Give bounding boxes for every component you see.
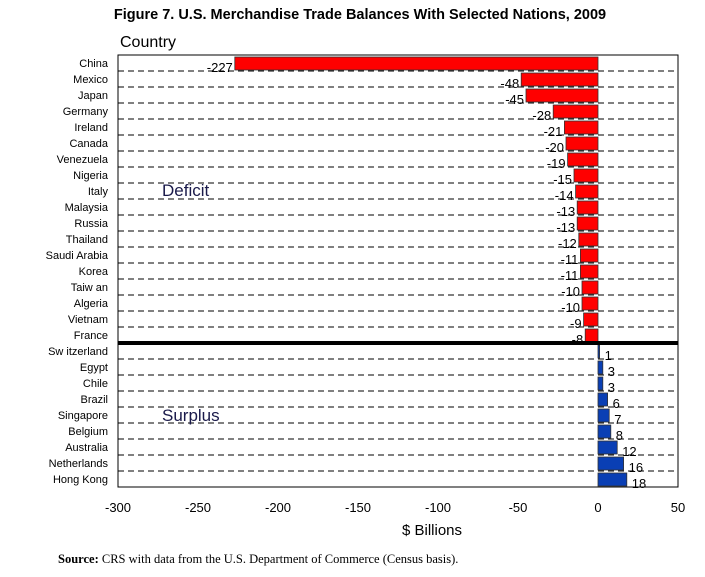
bar-thailand	[578, 232, 599, 247]
data-label: -21	[544, 124, 563, 139]
x-tick-label: -100	[425, 500, 451, 515]
category-label: Australia	[65, 442, 109, 454]
data-label: 6	[613, 396, 620, 411]
bar-china	[234, 56, 599, 71]
data-label: 1	[605, 348, 612, 363]
category-label: Brazil	[80, 394, 108, 406]
category-label: Sw itzerland	[48, 346, 108, 358]
x-tick-label: -50	[509, 500, 528, 515]
data-label: -9	[570, 316, 582, 331]
category-label: Thailand	[66, 234, 108, 246]
bar-egypt	[597, 360, 604, 375]
bar-france	[584, 328, 599, 343]
source-note: Source: CRS with data from the U.S. Depa…	[58, 552, 458, 566]
bar-korea	[580, 264, 599, 279]
category-label: Russia	[74, 218, 109, 230]
data-label: 7	[614, 412, 621, 427]
source-label: Source:	[58, 552, 99, 566]
bar-saudiarabia	[580, 248, 599, 263]
category-label: Germany	[63, 106, 109, 118]
bar-canada	[565, 136, 599, 151]
bar-italy	[575, 184, 599, 199]
category-label: Algeria	[74, 298, 109, 310]
source-text: CRS with data from the U.S. Department o…	[99, 552, 459, 566]
category-label: Hong Kong	[53, 474, 108, 486]
x-tick-label: -300	[105, 500, 131, 515]
data-label: 16	[629, 460, 643, 475]
category-label: Egypt	[80, 362, 108, 374]
category-label: China	[79, 58, 109, 70]
bar-venezuela	[567, 152, 599, 167]
bar-algeria	[581, 296, 599, 311]
bar-singapore	[597, 408, 610, 423]
data-label: -13	[556, 204, 575, 219]
data-label: -11	[561, 252, 579, 267]
data-label: -11	[561, 268, 579, 283]
x-tick-label: -200	[265, 500, 291, 515]
category-label: Nigeria	[73, 170, 109, 182]
data-label: 18	[632, 476, 646, 491]
bar-chile	[597, 376, 604, 391]
category-label: Malaysia	[65, 202, 109, 214]
data-label: 3	[608, 364, 615, 379]
x-axis-label: $ Billions	[402, 522, 462, 539]
bar-netherlands	[597, 456, 625, 471]
surplus-annotation: Surplus	[162, 406, 220, 425]
bar-russia	[576, 216, 599, 231]
category-label: Mexico	[73, 74, 108, 86]
data-label: -227	[207, 60, 233, 75]
category-label: Ireland	[74, 122, 108, 134]
category-label: Singapore	[58, 410, 108, 422]
bar-brazil	[597, 392, 609, 407]
x-tick-label: -250	[185, 500, 211, 515]
plot-area	[117, 54, 679, 488]
data-label: -19	[547, 156, 566, 171]
bar-taiwan	[581, 280, 599, 295]
category-label: Netherlands	[49, 458, 109, 470]
data-label: -10	[561, 300, 580, 315]
category-label: Korea	[79, 266, 109, 278]
data-label: -8	[572, 332, 584, 347]
category-label: Canada	[69, 138, 108, 150]
category-label: France	[74, 330, 108, 342]
chart-title: Figure 7. U.S. Merchandise Trade Balance…	[114, 7, 606, 23]
data-label: -28	[532, 108, 551, 123]
data-label: -45	[505, 92, 524, 107]
data-label: -15	[553, 172, 572, 187]
x-tick-label: 50	[671, 500, 685, 515]
bar-switzerland	[597, 344, 600, 359]
data-label: 8	[616, 428, 623, 443]
data-label: -14	[555, 188, 574, 203]
data-label: -20	[545, 140, 564, 155]
bar-germany	[552, 104, 599, 119]
category-label: Belgium	[68, 426, 108, 438]
data-label: -12	[558, 236, 577, 251]
x-tick-label: -150	[345, 500, 371, 515]
bar-malaysia	[576, 200, 599, 215]
category-label: Vietnam	[68, 314, 108, 326]
data-label: -48	[500, 76, 519, 91]
category-label: Venezuela	[57, 154, 109, 166]
bar-hongkong	[597, 472, 628, 487]
bar-japan	[525, 88, 599, 103]
bar-vietnam	[583, 312, 599, 327]
data-label: 12	[622, 444, 636, 459]
data-label: -10	[561, 284, 580, 299]
category-label: Saudi Arabia	[46, 250, 109, 262]
bar-belgium	[597, 424, 612, 439]
y-axis-label: Country	[120, 34, 176, 51]
category-label: Japan	[78, 90, 108, 102]
bar-australia	[597, 440, 618, 455]
bar-nigeria	[573, 168, 599, 183]
category-label: Chile	[83, 378, 108, 390]
bar-ireland	[564, 120, 599, 135]
data-label: -13	[556, 220, 575, 235]
category-label: Italy	[88, 186, 109, 198]
data-label: 3	[608, 380, 615, 395]
x-tick-label: 0	[594, 500, 601, 515]
category-label: Taiw an	[71, 282, 108, 294]
bar-mexico	[520, 72, 599, 87]
deficit-annotation: Deficit	[162, 181, 210, 200]
